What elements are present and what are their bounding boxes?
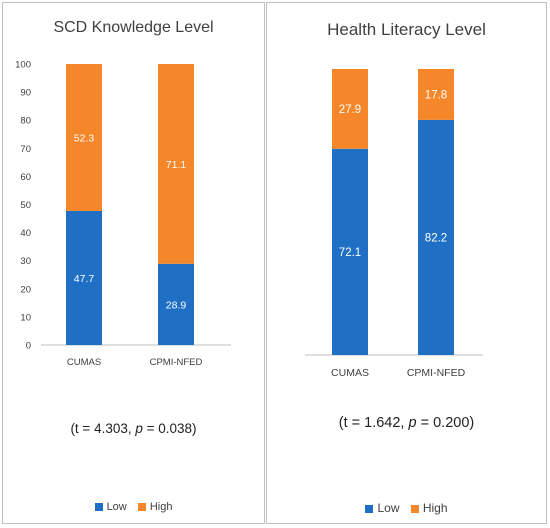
- x-tick-label: CPMI-NFED: [150, 357, 203, 368]
- x-tick-label: CUMAS: [331, 367, 369, 379]
- chart-panel-knowledge: SCD Knowledge Level 0 10 20 30 40 50 60 70 80 90 1…: [2, 2, 265, 524]
- legend-label-low: Low: [106, 501, 127, 513]
- bar-segment-high: [418, 69, 454, 120]
- y-tick-label: 100: [15, 60, 31, 71]
- y-tick-label: 30: [20, 256, 31, 267]
- data-label: 28.9: [166, 299, 187, 311]
- bar-segment-high: [332, 69, 368, 149]
- data-label: 17.8: [425, 89, 447, 101]
- legend-swatch-high: [137, 503, 146, 511]
- annotation-prefix: (t = 1.642,: [338, 415, 409, 431]
- legend: Low High: [267, 501, 546, 515]
- bar-segment-high: [158, 64, 194, 264]
- y-tick-label: 10: [20, 312, 31, 323]
- y-tick-label: 20: [20, 284, 31, 295]
- legend-label-high: High: [422, 501, 448, 515]
- chart-title: SCD Knowledge Level: [53, 19, 214, 36]
- t-test-annotation: (t = 4.303, p = 0.038): [3, 421, 264, 436]
- t-test-annotation: (t = 1.642, p = 0.200): [267, 415, 546, 431]
- data-label: 27.9: [339, 104, 361, 116]
- chart-knowledge: 0 10 20 30 40 50 60 70 80 90 100 47.7 52.3 CUMAS 28.9 7…: [15, 60, 231, 368]
- data-label: 47.7: [74, 273, 95, 285]
- data-label: 52.3: [74, 132, 95, 144]
- y-tick-label: 40: [20, 228, 31, 239]
- legend-item-low: Low: [365, 501, 399, 515]
- y-tick-label: 50: [20, 200, 31, 211]
- data-label: 82.2: [425, 232, 447, 244]
- annotation-p-symbol: p: [408, 415, 417, 431]
- chart-title: Health Literacy Level: [327, 20, 486, 39]
- data-label: 71.1: [166, 159, 187, 171]
- x-tick-label: CPMI-NFED: [407, 367, 466, 379]
- legend-swatch-low: [94, 503, 103, 511]
- y-tick-label: 0: [26, 341, 31, 352]
- chart-panel-health-literacy: Health Literacy Level 72.1 27.9 CUMAS 82.2 1…: [266, 2, 547, 524]
- bar-segment-high: [66, 64, 102, 211]
- bar-segment-low: [332, 148, 368, 355]
- legend: Low High: [3, 501, 264, 513]
- bar-segment-low: [66, 210, 102, 345]
- annotation-suffix: = 0.200): [416, 415, 475, 431]
- annotation-p-symbol: p: [135, 421, 143, 436]
- legend-item-high: High: [410, 501, 448, 515]
- legend-label-high: High: [149, 501, 173, 513]
- legend-item-low: Low: [94, 501, 127, 513]
- y-tick-label: 70: [20, 144, 31, 155]
- y-tick-label: 80: [20, 116, 31, 127]
- annotation-prefix: (t = 4.303,: [70, 421, 136, 436]
- data-label: 72.1: [339, 247, 361, 259]
- annotation-suffix: = 0.038): [142, 421, 197, 436]
- bar-segment-low: [158, 263, 194, 345]
- x-tick-label: CUMAS: [67, 357, 101, 368]
- chart-health-literacy: 72.1 27.9 CUMAS 82.2 17.8 CPMI-NFED: [305, 69, 483, 379]
- y-tick-label: 60: [20, 172, 31, 183]
- legend-swatch-low: [365, 505, 374, 513]
- legend-item-high: High: [137, 501, 173, 513]
- legend-swatch-high: [410, 505, 419, 513]
- y-tick-label: 90: [20, 88, 31, 99]
- legend-label-low: Low: [377, 501, 400, 515]
- bar-segment-low: [418, 119, 454, 356]
